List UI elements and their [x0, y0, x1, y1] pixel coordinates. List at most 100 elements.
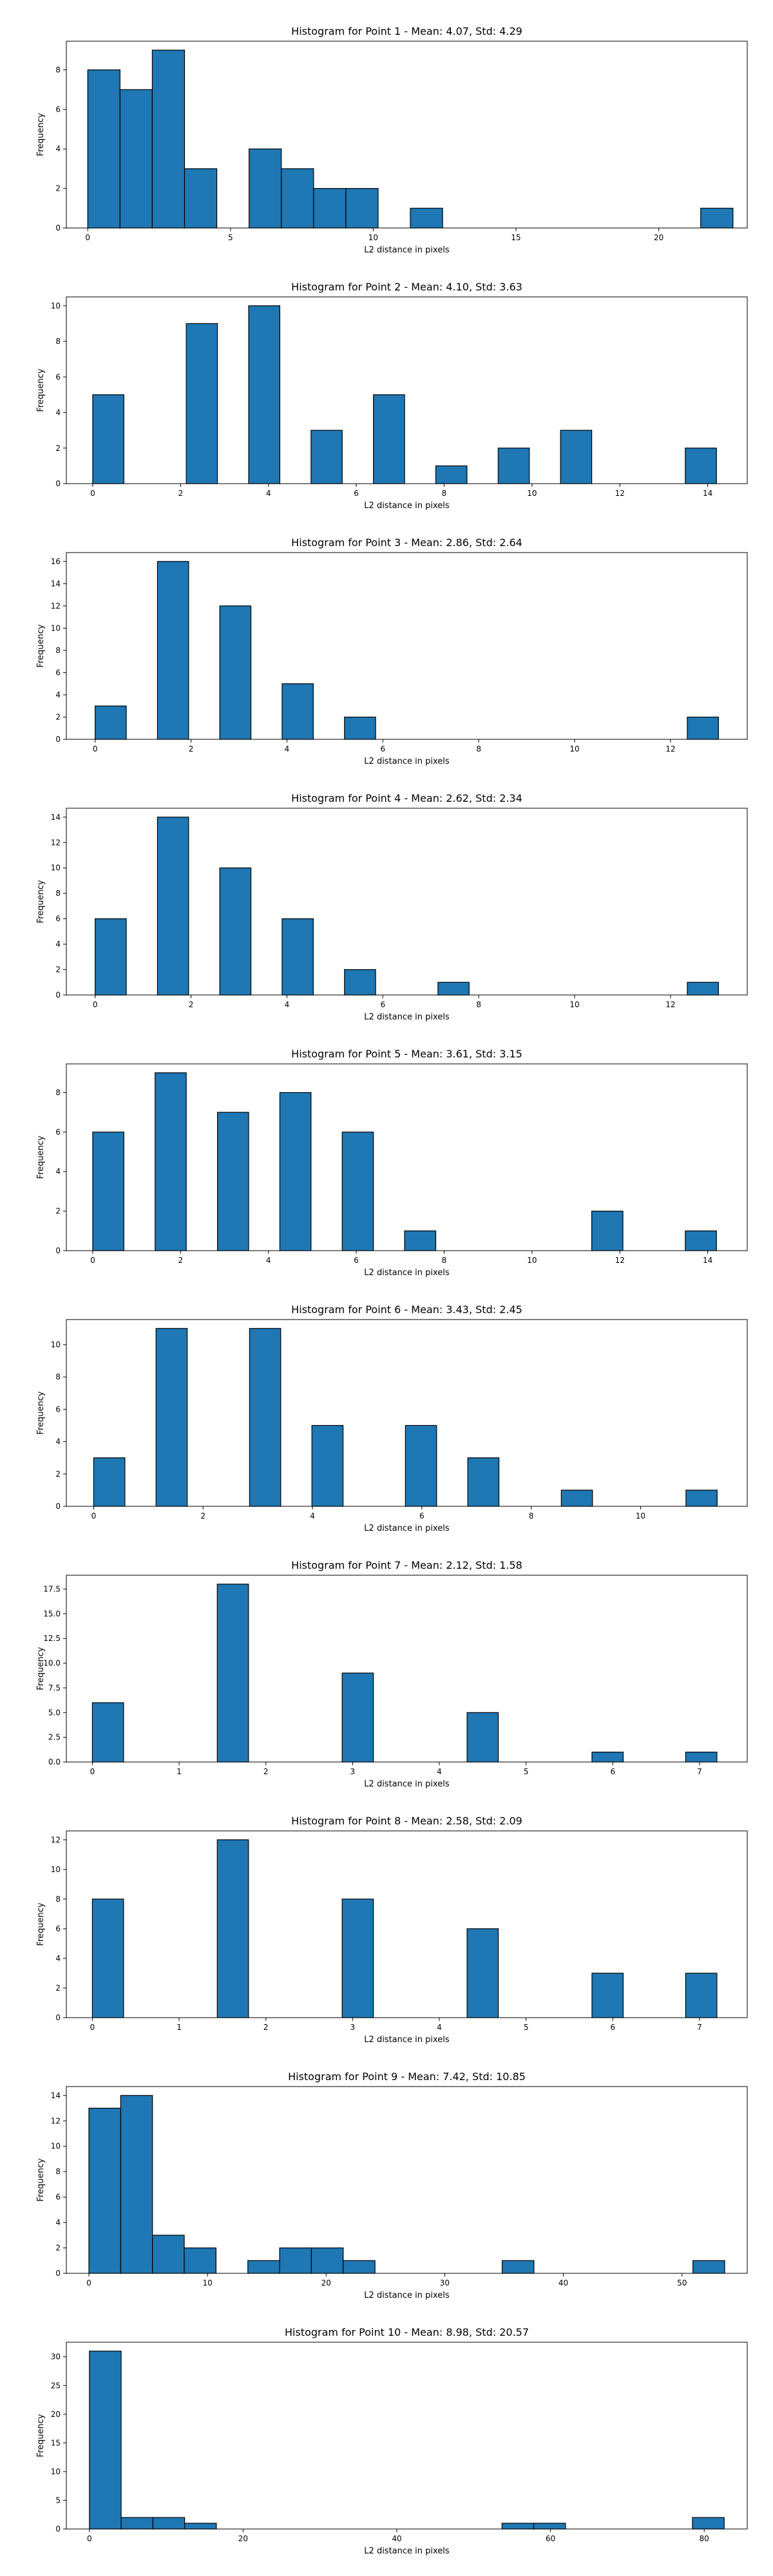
x-axis: 0 2 4 6 8 10 12 L2 distance in pixels [93, 739, 676, 766]
chart-title: Histogram for Point 5 - Mean: 3.61, Std:… [291, 1048, 522, 1060]
y-tick-label: 4 [55, 940, 61, 949]
y-tick-label: 2.5 [48, 1733, 61, 1742]
axes-frame [66, 552, 748, 740]
y-tick-label: 0 [55, 1246, 61, 1255]
axes-frame [66, 1575, 748, 1763]
histogram-bar [410, 207, 443, 229]
y-tick-label: 0 [55, 2269, 61, 2278]
y-tick-label: 4 [55, 1954, 61, 1963]
x-axis: 0 1 2 3 4 5 6 7 L2 distance in pixels [90, 2018, 702, 2045]
y-tick-label: 10.0 [43, 1659, 61, 1668]
x-axis: 0 2 4 6 8 10 12 14 L2 distance in pixels [90, 1251, 712, 1278]
chart-title: Histogram for Point 7 - Mean: 2.12, Std:… [291, 1559, 522, 1571]
x-axis-label: L2 distance in pixels [364, 2546, 450, 2556]
histogram-bar [95, 705, 127, 740]
histogram-bar [88, 2107, 121, 2274]
x-tick-label: 2 [178, 489, 183, 498]
axes-frame [66, 2342, 748, 2530]
y-tick-label: 7.5 [48, 1683, 61, 1692]
x-tick-label: 5 [524, 2023, 529, 2032]
y-tick-label: 5.0 [48, 1708, 61, 1717]
bars [95, 561, 719, 740]
x-axis: 0 5 10 15 20 L2 distance in pixels [85, 228, 663, 255]
axes-frame [66, 296, 748, 484]
y-tick-label: 0 [55, 2013, 61, 2022]
histogram-bar [687, 716, 719, 740]
y-tick-label: 4 [55, 690, 61, 699]
y-tick-label: 20 [51, 2410, 61, 2419]
histogram-bar [216, 1584, 249, 1763]
x-tick-label: 6 [380, 1000, 385, 1009]
histogram-chart-6: Histogram for Point 6 - Mean: 3.43, Std:… [36, 1303, 748, 1533]
histogram-bar [92, 394, 124, 484]
x-tick-label: 4 [310, 1511, 315, 1520]
y-tick-label: 4 [55, 2218, 61, 2227]
x-tick-label: 8 [442, 489, 447, 498]
histogram-bar [700, 207, 734, 229]
y-tick-label: 4 [55, 144, 61, 153]
histogram-bar [591, 1752, 624, 1763]
x-tick-label: 0 [93, 744, 98, 753]
y-axis: 0 2 4 6 8 Frequency [36, 65, 66, 232]
y-tick-label: 2 [55, 712, 61, 721]
x-tick-label: 2 [189, 1000, 194, 1009]
histogram-bar [91, 1702, 124, 1763]
x-tick-label: 12 [665, 744, 675, 753]
x-tick-label: 6 [354, 489, 359, 498]
x-tick-label: 8 [476, 1000, 481, 1009]
y-tick-label: 4 [55, 408, 61, 417]
bars [95, 817, 719, 996]
y-axis-label: Frequency [36, 880, 46, 923]
x-tick-label: 6 [354, 1256, 359, 1265]
bars [92, 305, 717, 484]
y-tick-label: 14 [51, 813, 61, 822]
y-tick-label: 6 [55, 668, 61, 677]
histogram-bar [344, 969, 376, 996]
y-tick-label: 8 [55, 1895, 61, 1904]
x-tick-label: 4 [437, 1767, 442, 1776]
x-tick-label: 10 [368, 233, 378, 242]
histogram-bar [152, 2235, 185, 2274]
x-tick-label: 60 [546, 2534, 555, 2543]
y-tick-label: 6 [55, 105, 61, 114]
x-tick-label: 3 [350, 2023, 356, 2032]
y-tick-label: 8 [55, 65, 61, 74]
histogram-bar [184, 168, 218, 229]
y-tick-label: 8 [55, 2167, 61, 2176]
histogram-bar [120, 2095, 153, 2274]
axes-frame [66, 41, 748, 229]
histogram-bar [497, 448, 530, 484]
x-axis-label: L2 distance in pixels [364, 1779, 450, 1789]
y-tick-label: 10 [51, 1865, 61, 1874]
histogram-bar [216, 1839, 249, 2018]
x-tick-label: 1 [177, 2023, 182, 2032]
histogram-bar [591, 1973, 624, 2018]
histogram-bar [341, 1899, 374, 2018]
x-tick-label: 0 [85, 233, 90, 242]
histogram-chart-1: Histogram for Point 1 - Mean: 4.07, Std:… [36, 25, 748, 255]
y-axis: 0 2 4 6 8 10 Frequency [36, 301, 66, 488]
bars [91, 1839, 718, 2018]
y-tick-label: 10 [51, 2467, 61, 2476]
histogram-bar [282, 918, 314, 996]
x-tick-label: 80 [700, 2534, 709, 2543]
histogram-bar [157, 561, 189, 740]
histogram-chart-2: Histogram for Point 2 - Mean: 4.10, Std:… [36, 281, 748, 511]
axes-frame [66, 808, 748, 996]
y-tick-label: 17.5 [43, 1584, 61, 1593]
x-tick-label: 30 [440, 2278, 450, 2287]
x-tick-label: 12 [615, 1256, 625, 1265]
y-tick-label: 0 [55, 223, 61, 232]
x-axis-label: L2 distance in pixels [364, 757, 450, 766]
histogram-bar [248, 305, 281, 484]
bars [87, 50, 734, 229]
x-axis-label: L2 distance in pixels [364, 1012, 450, 1022]
x-tick-label: 6 [610, 1767, 615, 1776]
x-tick-label: 50 [677, 2278, 687, 2287]
y-axis-label: Frequency [36, 1135, 46, 1179]
y-tick-label: 4 [55, 1437, 61, 1446]
histogram-bar [501, 2523, 535, 2530]
y-tick-label: 10 [51, 301, 61, 310]
x-tick-label: 3 [350, 1767, 356, 1776]
y-tick-label: 0 [55, 1502, 61, 1511]
